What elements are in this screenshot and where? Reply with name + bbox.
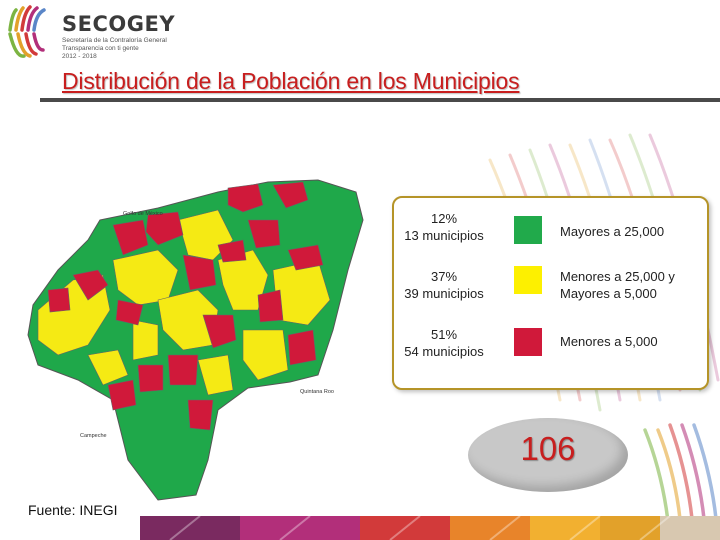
legend-swatch-small <box>514 328 542 356</box>
logo-mark-icon <box>8 5 46 58</box>
municipios-count: 39 municipios <box>404 286 484 301</box>
legend-label-line: Menores a 5,000 <box>560 334 658 349</box>
municipios-count: 13 municipios <box>404 228 484 243</box>
legend-swatch-large <box>514 216 542 244</box>
yucatan-municipalities-map: Golfo de México Quintana Roo Campeche <box>18 160 378 510</box>
municipios-count: 54 municipios <box>404 344 484 359</box>
quintana-roo-label: Quintana Roo <box>300 389 334 395</box>
legend-item-small-percent: 51% 54 municipios <box>384 326 504 360</box>
legend-box: 12% 13 municipios Mayores a 25,000 37% 3… <box>392 196 709 390</box>
legend-label-small: Menores a 5,000 <box>560 333 658 350</box>
percent-value: 12% <box>430 211 458 226</box>
percent-value: 37% <box>430 269 458 284</box>
logo-subtitle: Secretaría de la Contraloría General Tra… <box>62 37 167 61</box>
percent-value: 51% <box>430 327 458 342</box>
legend-label-large: Mayores a 25,000 <box>560 223 664 240</box>
source-note: Fuente: INEGI <box>28 502 118 518</box>
logo-name: SECOGEY <box>62 12 176 36</box>
legend-item-large-percent: 12% 13 municipios <box>384 210 504 244</box>
total-municipios: 106 <box>520 430 576 467</box>
legend-label-line: Mayores a 25,000 <box>560 224 665 239</box>
logo-sub-line: Secretaría de la Contraloría General <box>62 37 167 44</box>
total-badge <box>468 418 628 492</box>
page-title: Distribución de la Población en los Muni… <box>62 68 520 94</box>
gulf-label: Golfo de México <box>123 211 163 217</box>
legend-label-line: Menores a 25,000 y <box>560 269 675 284</box>
legend-item-medium-percent: 37% 39 municipios <box>384 268 504 302</box>
legend-label-medium: Menores a 25,000 y Mayores a 5,000 <box>560 268 675 302</box>
logo-sub-line: Transparencia con ti gente <box>62 45 139 52</box>
title-underline-bar <box>40 98 720 102</box>
legend-label-line: Mayores a 5,000 <box>560 286 657 301</box>
logo-sub-line: 2012 - 2018 <box>62 53 97 60</box>
campeche-label: Campeche <box>80 433 107 439</box>
bottom-color-strip <box>140 516 720 540</box>
legend-swatch-medium <box>514 266 542 294</box>
secogey-logo: SECOGEY Secretaría de la Contraloría Gen… <box>6 4 206 60</box>
